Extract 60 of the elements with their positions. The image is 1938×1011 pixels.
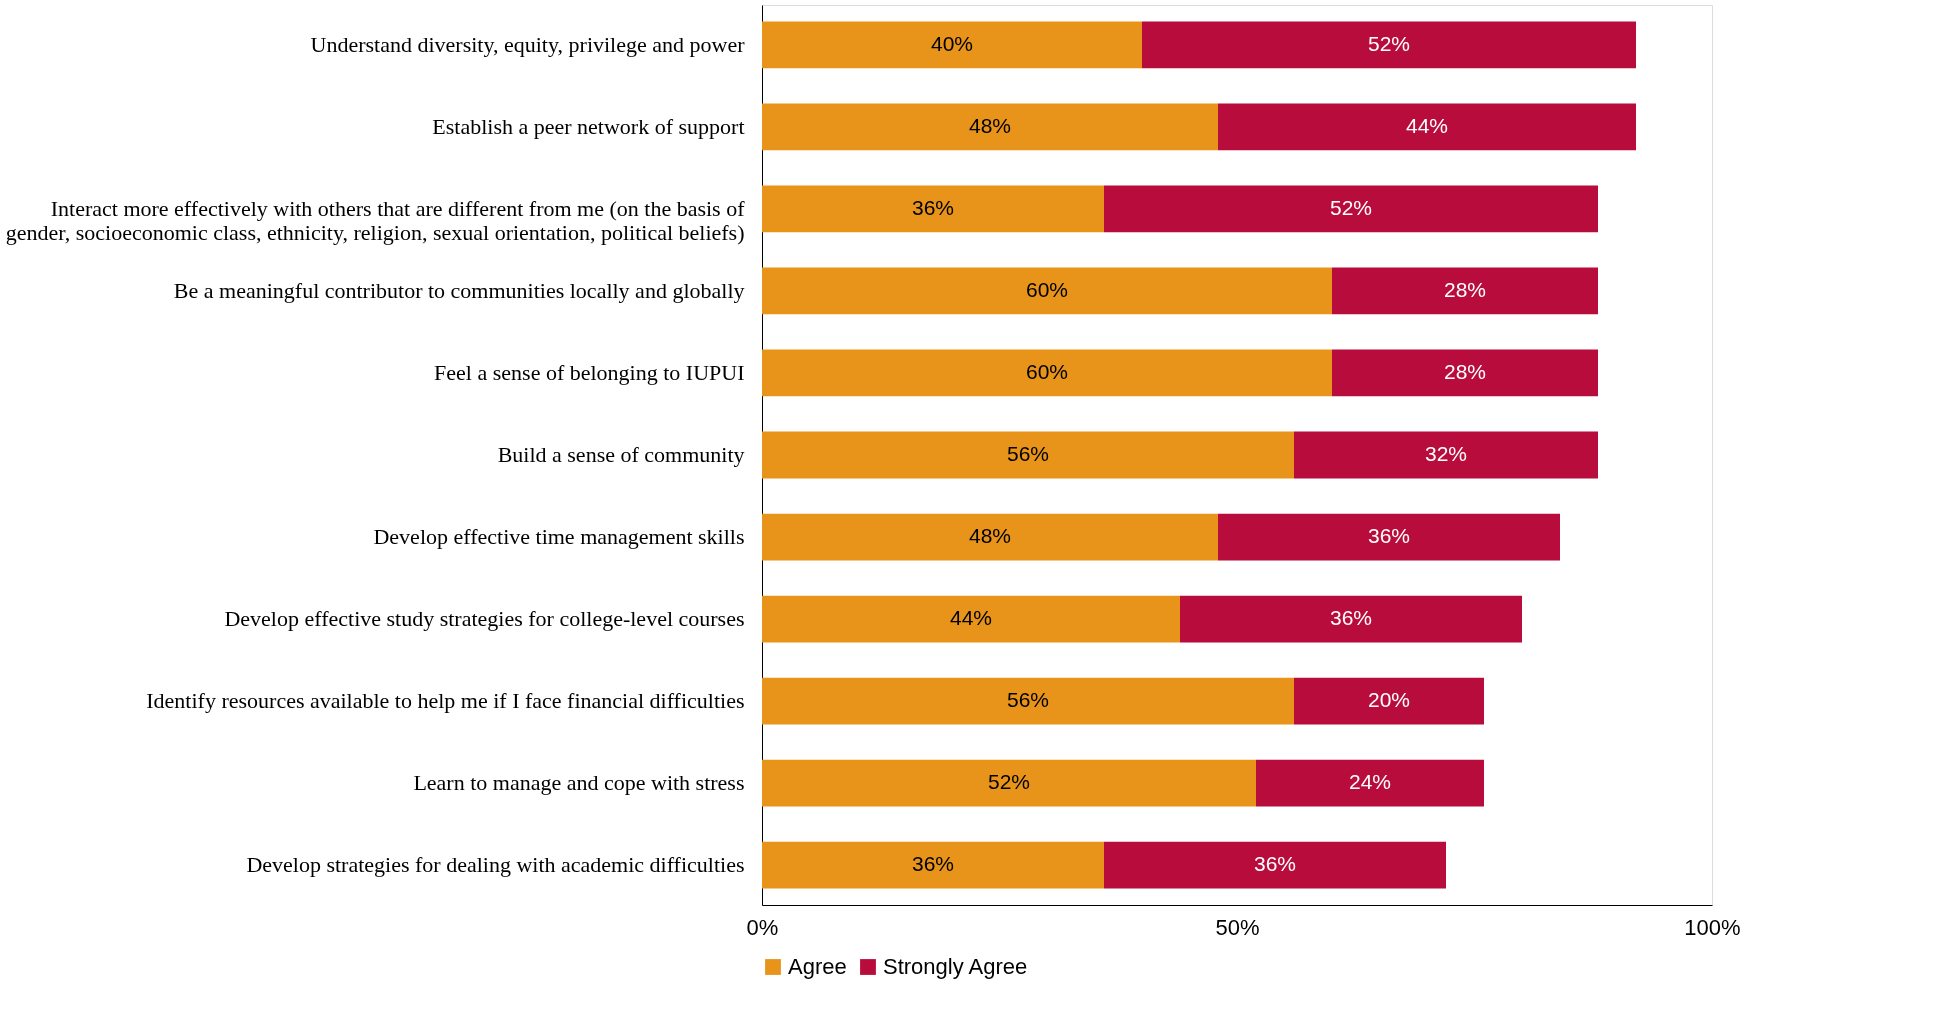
bar <box>762 841 1104 889</box>
data-label: 48% <box>968 524 1012 548</box>
bar <box>1332 267 1598 315</box>
data-label: 44% <box>949 606 993 630</box>
bar <box>762 677 1294 725</box>
y-tick-label: Develop effective study strategies for college-level courses <box>224 606 745 632</box>
data-label: 20% <box>1367 688 1411 712</box>
bar <box>762 513 1218 561</box>
bar <box>1104 185 1598 233</box>
data-label: 36% <box>1329 606 1373 630</box>
y-tick-label: Be a meaningful contributor to communities locally and globally <box>173 277 745 303</box>
data-label: 36% <box>1253 852 1297 876</box>
y-tick-label: Feel a sense of belonging to IUPUI <box>434 359 745 385</box>
bar <box>762 185 1104 233</box>
x-tick-label: 0% <box>746 914 779 940</box>
data-label: 44% <box>1405 113 1449 137</box>
bar <box>1218 103 1636 151</box>
data-label: 52% <box>1329 195 1373 219</box>
data-label: 36% <box>1367 524 1411 548</box>
data-label: 48% <box>968 113 1012 137</box>
x-tick-label: 100% <box>1684 914 1741 940</box>
bar <box>1294 677 1484 725</box>
data-label: 28% <box>1443 277 1487 301</box>
data-label: 60% <box>1025 277 1069 301</box>
bar <box>762 21 1142 69</box>
data-label: 40% <box>930 31 974 55</box>
data-label: 32% <box>1424 442 1468 465</box>
bar <box>1180 595 1522 643</box>
data-label: 36% <box>911 852 955 876</box>
y-tick-label: Identify resources available to help me if I face financial difficulties <box>146 688 745 714</box>
data-label: 56% <box>1006 688 1050 712</box>
data-label: 56% <box>1006 442 1050 465</box>
bar <box>762 759 1256 807</box>
bar <box>1142 21 1636 69</box>
legend-label: Agree <box>788 954 847 979</box>
y-tick-label: Understand diversity, equity, privilege and power <box>310 31 746 57</box>
bar <box>762 431 1294 479</box>
y-tick-label: Learn to manage and cope with stress <box>413 770 745 796</box>
x-tick-label: 50% <box>1215 914 1260 940</box>
y-tick-label: Interact more effectively with others that are different from me (on the basis of gender, socioeconomic class, ethnicity, religion, sexual orientation, political beliefs) <box>5 195 746 245</box>
bar <box>1256 759 1484 807</box>
data-label: 60% <box>1025 359 1069 383</box>
data-label: 24% <box>1348 770 1392 794</box>
data-label: 36% <box>911 195 955 219</box>
data-label: 28% <box>1443 359 1487 383</box>
bar <box>1294 431 1598 479</box>
bar <box>1218 513 1560 561</box>
bar <box>762 595 1180 643</box>
legend-label: Strongly Agree <box>883 954 1028 979</box>
y-tick-label: Develop strategies for dealing with academic difficulties <box>246 852 745 878</box>
y-tick-label: Build a sense of community <box>497 442 745 467</box>
data-label: 52% <box>1367 31 1411 55</box>
data-label: 52% <box>987 770 1031 794</box>
bar <box>762 103 1218 151</box>
bar <box>1332 349 1598 397</box>
y-tick-label: Establish a peer network of support <box>432 113 745 139</box>
y-tick-label: Develop effective time management skills <box>373 524 745 550</box>
bar <box>762 349 1332 397</box>
bar <box>1104 841 1446 889</box>
bar <box>762 267 1332 315</box>
